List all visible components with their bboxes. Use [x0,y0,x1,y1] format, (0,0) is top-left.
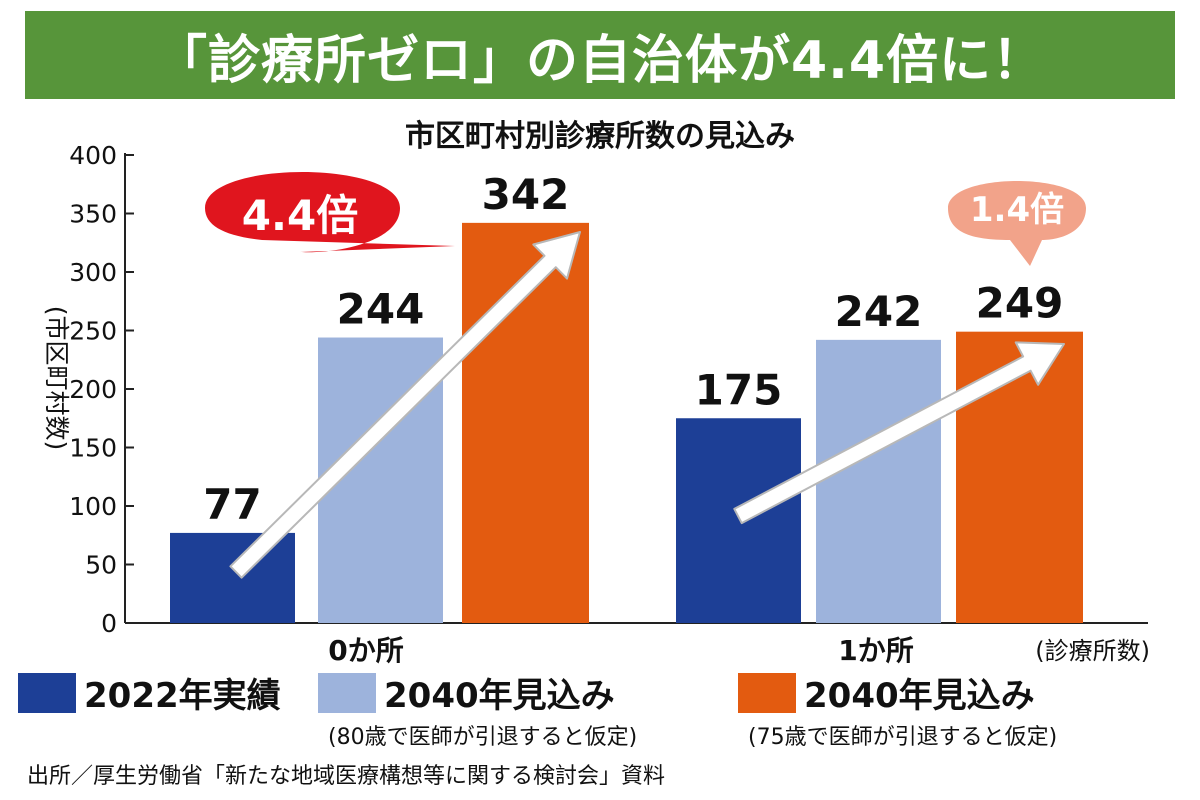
data-label: 77 [203,480,261,529]
legend-item-2022: 2022年実績 [18,668,281,788]
data-label: 242 [835,287,923,336]
trend-arrow-0 [229,231,581,579]
legend-note: (75歳で医師が引退すると仮定) [748,725,1058,750]
y-tick-label: 0 [101,609,117,638]
legend-swatch [318,672,376,713]
y-axis-label: (市区町村数) [42,306,71,451]
legend-label: 2040年見込み [804,676,1035,716]
chart-title: 市区町村別診療所数の見込み [405,119,795,154]
title-banner: 「診療所ゼロ」の自治体が4.4倍に！ [25,11,1175,99]
x-category-label: 0か所 [328,634,403,667]
y-tick-label: 350 [69,200,117,229]
legend-note: (80歳で医師が引退すると仮定) [328,725,638,750]
ratio-bubble-label: 4.4倍 [242,191,358,240]
page-title: 「診療所ゼロ」の自治体が4.4倍に！ [154,30,1046,91]
y-tick-label: 150 [69,434,117,463]
legend-swatch [738,672,796,713]
legend-label: 2022年実績 [84,676,281,716]
ratio-bubble [205,172,455,253]
y-tick-label: 400 [69,141,117,170]
x-axis-label: (診療所数) [1035,637,1150,665]
x-category-label: 1か所 [838,634,913,667]
bar-0-0 [170,532,295,623]
trend-arrow-1 [733,341,1065,525]
ratio-bubble [948,181,1086,266]
data-label: 342 [482,170,570,219]
bar-1-1 [816,339,941,623]
y-tick-label: 300 [69,258,117,287]
legend-item-2040-80: 2040年見込み (80歳で医師が引退すると仮定) [318,668,637,788]
data-label: 244 [337,285,425,334]
y-tick-label: 250 [69,317,117,346]
y-tick-label: 100 [69,492,117,521]
data-label: 249 [976,279,1064,328]
bar-1-0 [676,418,801,623]
legend-label: 2040年見込み [384,676,615,716]
y-tick-label: 200 [69,375,117,404]
source-note: 出所／厚生労働省「新たな地域医療構想等に関する検討会」資料 [27,764,666,789]
legend-swatch [18,672,76,713]
ratio-bubble-label: 1.4倍 [970,190,1064,230]
data-label: 175 [695,365,783,414]
legend-item-2040-75: 2040年見込み (75歳で医師が引退すると仮定) [738,668,1057,788]
y-tick-label: 50 [85,551,117,580]
